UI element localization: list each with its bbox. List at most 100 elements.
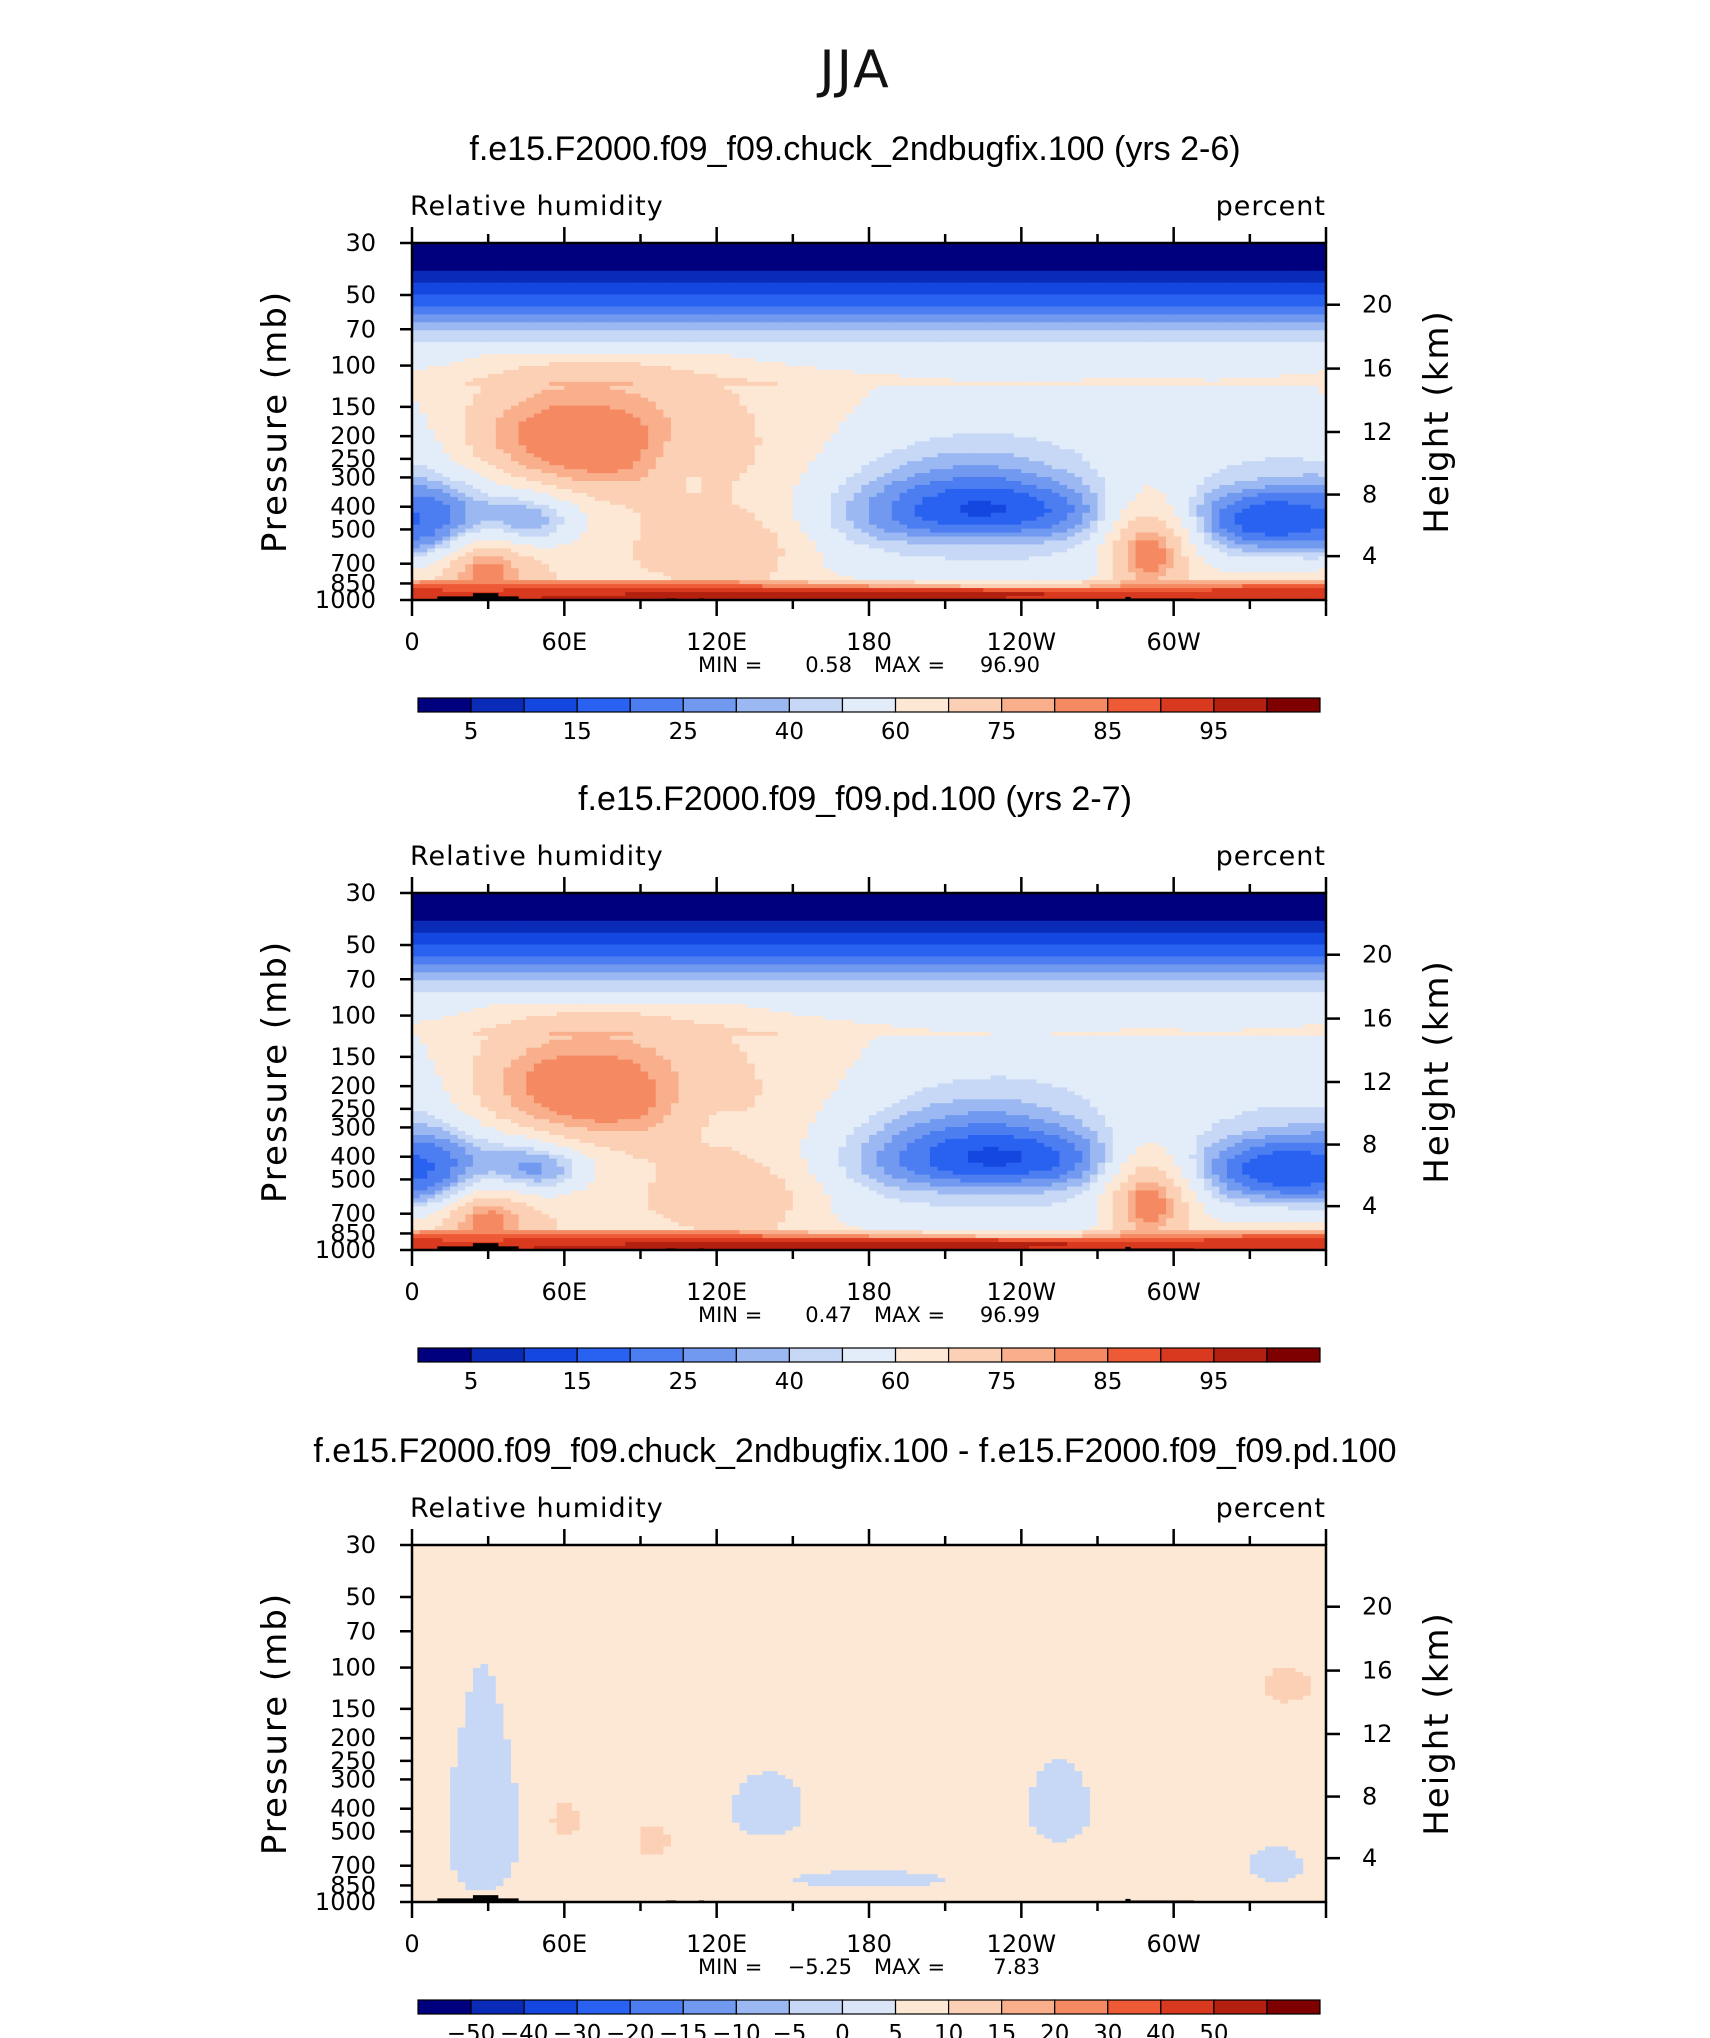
panel-1-field-cell (1074, 342, 1083, 347)
panel-1-field-cell (1226, 282, 1236, 288)
panel-1-field-cell (1303, 362, 1312, 367)
panel-1-field-cell (602, 258, 611, 264)
panel-1-field-cell (1127, 258, 1137, 264)
panel-1-field-cell (602, 385, 611, 391)
panel-1-field-cell (1219, 322, 1228, 327)
panel-1-field-cell (579, 254, 588, 260)
panel-1-field-cell (952, 246, 961, 252)
panel-1-field-cell (442, 397, 451, 403)
panel-1-field-cell (1234, 401, 1243, 407)
panel-1-field-cell (830, 274, 840, 280)
panel-1-field-cell (518, 350, 527, 355)
panel-1-field-cell (823, 354, 832, 359)
panel-1-field-cell (762, 330, 771, 335)
panel-1-field-cell (876, 330, 885, 335)
panel-1-field-cell (1265, 282, 1274, 288)
panel-1-field-cell (503, 377, 512, 383)
panel-1-field-cell (1287, 362, 1297, 367)
panel-1-field-cell (640, 322, 649, 327)
panel-1-field-cell (556, 270, 565, 276)
panel-1-field-cell (1234, 362, 1243, 367)
panel-1-field-cell (785, 254, 794, 260)
panel-1-field-cell (846, 326, 855, 331)
panel-1-field-cell (655, 405, 664, 411)
panel-1-field-cell (480, 254, 489, 260)
panel-1-field-cell (884, 298, 893, 304)
panel-1-field-cell (1006, 310, 1015, 315)
panel-1-field-cell (823, 369, 832, 375)
panel-1-field-cell (1272, 334, 1281, 339)
panel-1-field-cell (412, 314, 421, 319)
panel-1-field-cell (564, 314, 573, 319)
panel-1-field-cell (678, 306, 687, 312)
panel-1-field-cell (701, 377, 710, 383)
panel-1-field-cell (769, 250, 779, 256)
panel-1-field-cell (1013, 334, 1022, 339)
panel-1-field-cell (716, 258, 725, 264)
panel-1-field-cell (1089, 401, 1099, 407)
panel-1-field-cell (1196, 377, 1205, 383)
panel-1-field-cell (838, 358, 847, 363)
panel-1-field-cell (907, 282, 916, 288)
panel-1-field-cell (1067, 318, 1076, 323)
panel-1-field-cell (434, 274, 444, 280)
panel-1-field-cell (747, 342, 756, 347)
panel-1-field-cell (876, 369, 885, 375)
panel-1-field-cell (427, 326, 436, 331)
panel-1-field-cell (640, 350, 649, 355)
panel-1-field-cell (556, 314, 565, 319)
panel-1-field-cell (990, 310, 1000, 315)
panel-1-field-cell (907, 302, 916, 308)
panel-1-field-cell (899, 405, 908, 411)
panel-1-field-cell (1067, 270, 1076, 276)
panel-1-field-cell (990, 294, 1000, 300)
panel-1-field-cell (419, 405, 428, 411)
panel-1-field-cell (891, 266, 901, 272)
panel-1-field-cell (1074, 243, 1083, 248)
panel-1-field-cell (1067, 401, 1076, 407)
panel-1-field-cell (785, 389, 794, 395)
panel-1-field-cell (724, 258, 733, 264)
panel-1-field-cell (853, 389, 862, 395)
panel-1-field-cell (1028, 362, 1038, 367)
panel-1-field-cell (1226, 354, 1236, 359)
panel-1-field-cell (412, 262, 421, 268)
panel-1-field-cell (594, 338, 604, 343)
panel-1-field-cell (1127, 326, 1137, 331)
panel-1-field-cell (625, 354, 634, 359)
panel-1-field-cell (1021, 314, 1030, 319)
panel-1-field-cell (1181, 298, 1190, 304)
panel-1-field-cell (434, 290, 444, 296)
panel-1-field-cell (769, 369, 779, 375)
panel-1-field-cell (899, 298, 908, 304)
panel-1-field-cell (1089, 246, 1099, 252)
panel-1-field-cell (983, 381, 992, 387)
panel-1-field-cell (1135, 290, 1144, 296)
panel-1-field-cell (1013, 270, 1022, 276)
panel-1-field-cell (762, 354, 771, 359)
panel-1-field-cell (1074, 306, 1083, 312)
panel-1-field-cell (952, 298, 961, 304)
panel-1-field-cell (891, 282, 901, 288)
panel-1-field-cell (1112, 282, 1121, 288)
panel-1-field-cell (571, 354, 581, 359)
panel-1-field-cell (998, 397, 1007, 403)
panel-1-field-cell (594, 358, 604, 363)
panel-1-field-cell (511, 338, 520, 343)
panel-1-field-cell (1127, 354, 1137, 359)
panel-1-field-cell (731, 393, 741, 399)
panel-1-field-cell (1173, 369, 1182, 375)
panel-1-field-cell (1067, 286, 1076, 292)
panel-1-field-cell (724, 381, 733, 387)
panel-1-field-cell (1150, 254, 1160, 260)
panel-1-field-cell (526, 401, 535, 407)
panel-1-field-cell (762, 282, 771, 288)
panel-1-field-cell (1036, 342, 1045, 347)
panel-1-field-cell (952, 270, 961, 276)
panel-1-field-cell (907, 365, 916, 371)
panel-1-field-cell (800, 250, 809, 256)
panel-1-field-cell (701, 254, 710, 260)
panel-1-field-cell (1280, 369, 1289, 375)
panel-1-field-cell (823, 310, 832, 315)
panel-1-field-cell (1112, 298, 1121, 304)
